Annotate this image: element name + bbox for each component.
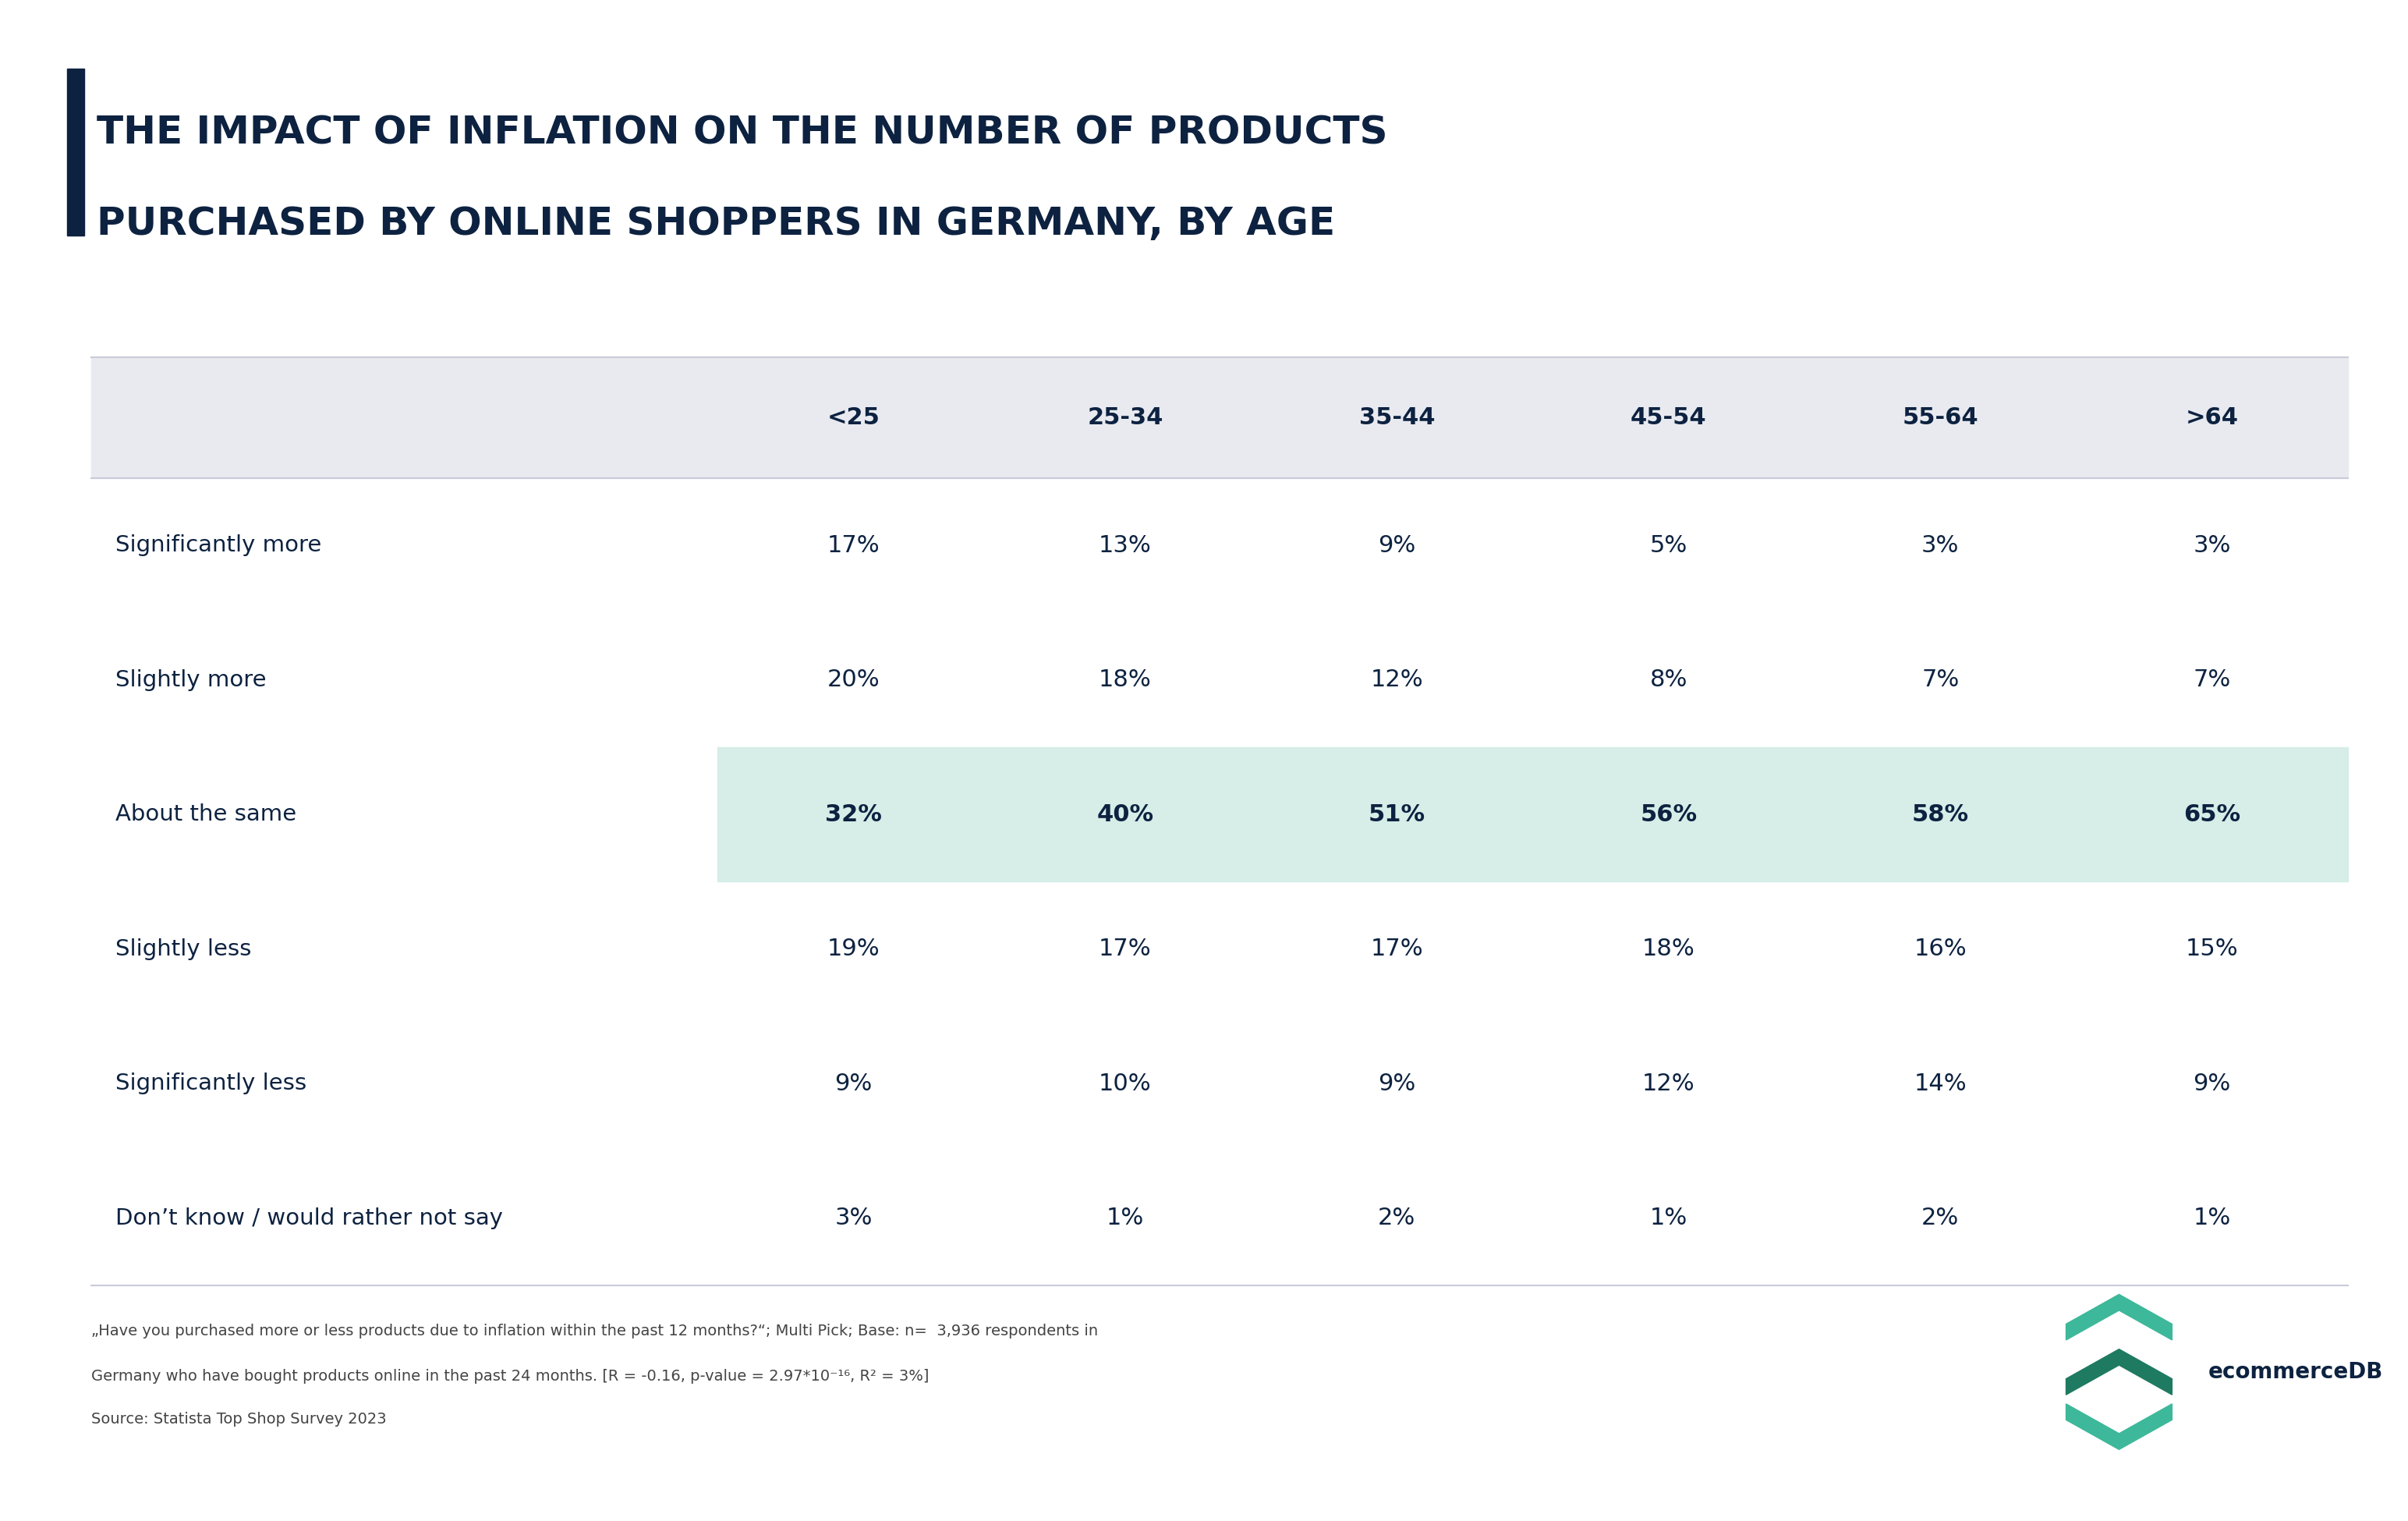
Text: 18%: 18% [1642, 937, 1695, 960]
Text: 19%: 19% [826, 937, 879, 960]
Bar [92, 357, 2348, 478]
Text: Don’t know / would rather not say: Don’t know / would rather not say [116, 1208, 503, 1229]
Text: 1%: 1% [1649, 1206, 1688, 1229]
Text: 58%: 58% [1912, 803, 1970, 826]
Text: 7%: 7% [1922, 669, 1960, 691]
Text: Source: Statista Top Shop Survey 2023: Source: Statista Top Shop Survey 2023 [92, 1411, 388, 1427]
Text: About the same: About the same [116, 803, 296, 826]
Text: Slightly more: Slightly more [116, 669, 267, 691]
Text: 32%: 32% [826, 803, 881, 826]
Text: 3%: 3% [836, 1206, 872, 1229]
Text: 40%: 40% [1096, 803, 1153, 826]
Text: 56%: 56% [1640, 803, 1698, 826]
Text: Germany who have bought products online in the past 24 months. [R = -0.16, p-val: Germany who have bought products online … [92, 1369, 929, 1384]
Text: 18%: 18% [1098, 669, 1151, 691]
Text: ecommerceDB: ecommerceDB [2208, 1361, 2384, 1383]
Text: Significantly less: Significantly less [116, 1072, 306, 1095]
Text: Significantly more: Significantly more [116, 534, 323, 557]
Text: 17%: 17% [1098, 937, 1151, 960]
Text: 5%: 5% [1649, 534, 1688, 557]
Text: 9%: 9% [2194, 1072, 2230, 1095]
Polygon shape [2066, 1349, 2172, 1395]
Text: >64: >64 [2186, 406, 2239, 429]
Text: 2%: 2% [1377, 1206, 1416, 1229]
Text: 12%: 12% [1370, 669, 1423, 691]
Polygon shape [2066, 1404, 2172, 1450]
Text: Slightly less: Slightly less [116, 938, 250, 960]
Text: 1%: 1% [1105, 1206, 1144, 1229]
Text: 9%: 9% [836, 1072, 872, 1095]
Bar [718, 747, 2348, 882]
Text: 25-34: 25-34 [1086, 406, 1163, 429]
Text: 7%: 7% [2194, 669, 2230, 691]
Text: 2%: 2% [1922, 1206, 1960, 1229]
Text: 3%: 3% [1922, 534, 1960, 557]
Text: 13%: 13% [1098, 534, 1151, 557]
Text: 3%: 3% [2194, 534, 2230, 557]
Text: 16%: 16% [1914, 937, 1967, 960]
Text: 35-44: 35-44 [1358, 406, 1435, 429]
Text: <25: <25 [826, 406, 879, 429]
Text: 51%: 51% [1368, 803, 1426, 826]
Text: 8%: 8% [1649, 669, 1688, 691]
Text: 45-54: 45-54 [1630, 406, 1707, 429]
Text: 14%: 14% [1914, 1072, 1967, 1095]
Text: 1%: 1% [2194, 1206, 2230, 1229]
Text: 10%: 10% [1098, 1072, 1151, 1095]
Text: 12%: 12% [1642, 1072, 1695, 1095]
Text: 65%: 65% [2184, 803, 2239, 826]
Text: 9%: 9% [1377, 1072, 1416, 1095]
Text: 17%: 17% [1370, 937, 1423, 960]
Text: „Have you purchased more or less products due to inflation within the past 12 mo: „Have you purchased more or less product… [92, 1323, 1098, 1338]
Text: 20%: 20% [826, 669, 879, 691]
Text: 15%: 15% [2186, 937, 2239, 960]
Text: THE IMPACT OF INFLATION ON THE NUMBER OF PRODUCTS: THE IMPACT OF INFLATION ON THE NUMBER OF… [96, 114, 1387, 152]
Text: 9%: 9% [1377, 534, 1416, 557]
Text: PURCHASED BY ONLINE SHOPPERS IN GERMANY, BY AGE: PURCHASED BY ONLINE SHOPPERS IN GERMANY,… [96, 205, 1334, 243]
Text: 55-64: 55-64 [1902, 406, 1979, 429]
Text: 17%: 17% [826, 534, 879, 557]
Polygon shape [2066, 1294, 2172, 1340]
Bar [67, 68, 84, 236]
